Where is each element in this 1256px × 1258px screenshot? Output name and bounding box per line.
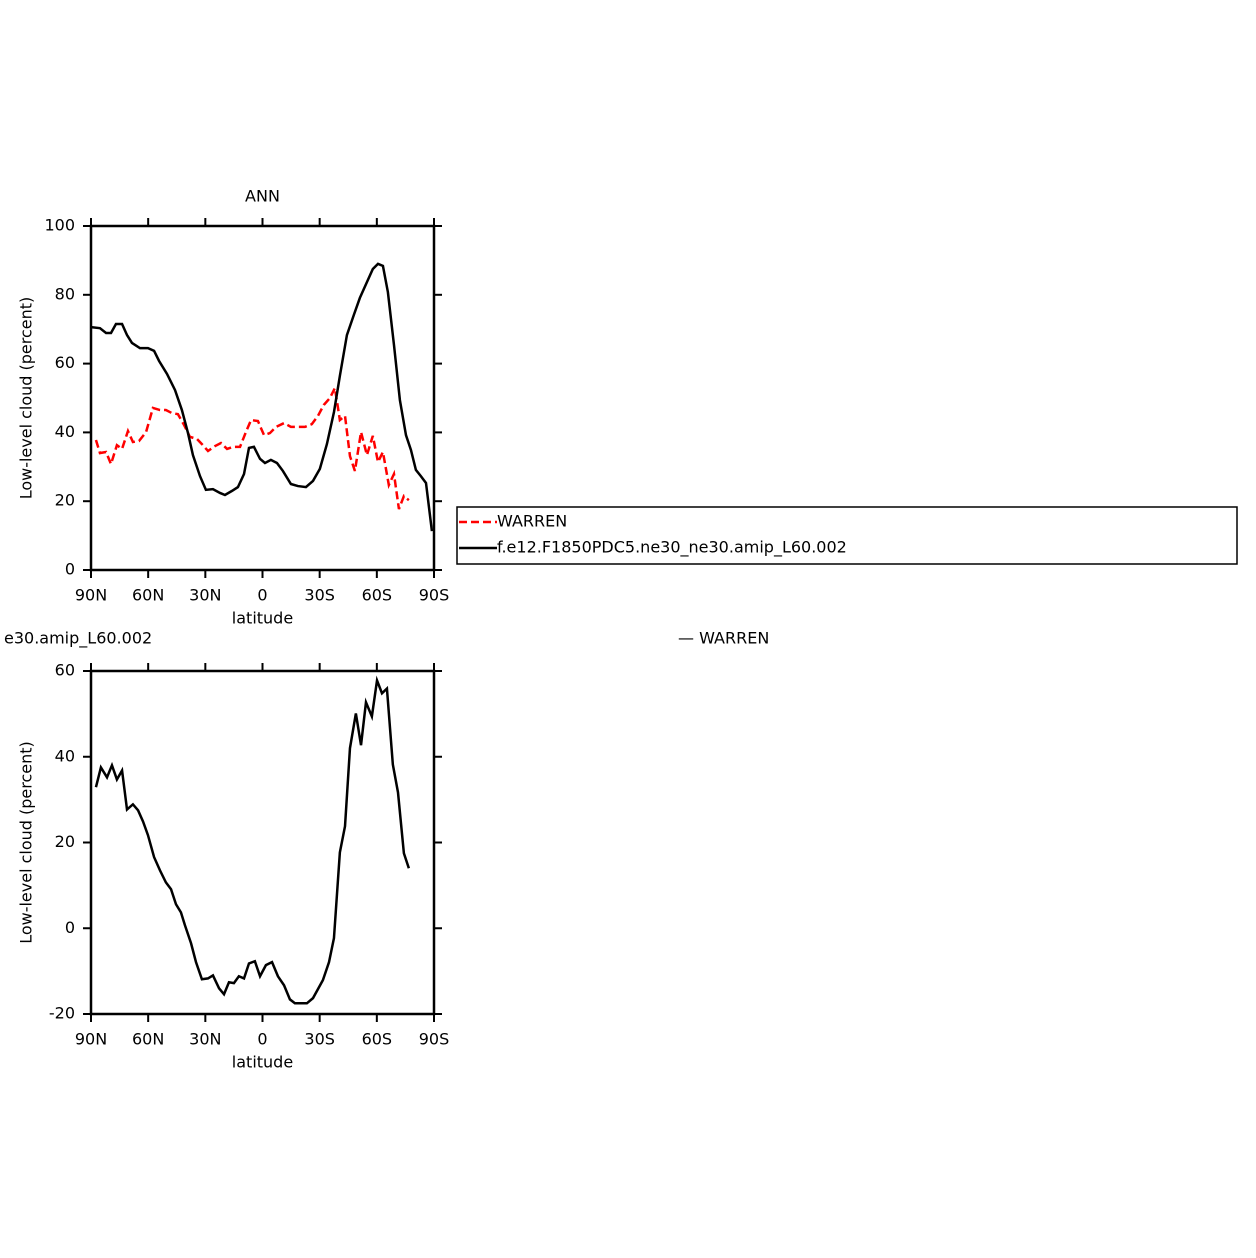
data-line xyxy=(94,675,411,1005)
x-tick-label: 0 xyxy=(257,1030,267,1049)
data-line xyxy=(94,383,410,510)
y-axis-label: Low-level cloud (percent) xyxy=(17,297,36,500)
plot-frame xyxy=(89,669,436,1016)
x-axis-label: latitude xyxy=(232,1053,293,1072)
chart-subtitle: — WARREN xyxy=(678,629,769,648)
chart: ANN latitude Low-level cloud (percent) 0 20 4… xyxy=(17,187,1238,628)
x-tick-label: 0 xyxy=(257,586,267,605)
y-tick-label: 20 xyxy=(55,832,75,851)
x-tick-label: 60N xyxy=(132,1030,164,1049)
chart-title: ANN xyxy=(245,187,280,206)
y-tick-label: 100 xyxy=(44,216,75,235)
chart-title: e30.amip_L60.002 xyxy=(4,629,152,649)
chart: e30.amip_L60.002 — WARREN latitude Low-leve… xyxy=(4,629,769,1072)
x-tick-label: 90S xyxy=(419,586,450,605)
plot-frame xyxy=(89,224,436,572)
y-axis-label: Low-level cloud (percent) xyxy=(17,741,36,944)
x-axis-label: latitude xyxy=(232,609,293,628)
x-tick-label: 60N xyxy=(132,586,164,605)
x-tick-label: 30N xyxy=(189,1030,221,1049)
y-tick-label: 60 xyxy=(55,661,75,680)
legend-label: WARREN xyxy=(497,512,567,531)
x-tick-label: 90N xyxy=(75,586,107,605)
legend-label: f.e12.F1850PDC5.ne30_ne30.amip_L60.002 xyxy=(497,538,847,558)
y-tick-label: 60 xyxy=(55,353,75,372)
x-tick-label: 90N xyxy=(75,1030,107,1049)
legend-box xyxy=(456,506,1238,565)
x-tick-label: 30S xyxy=(304,586,335,605)
y-tick-label: 20 xyxy=(55,491,75,510)
y-tick-label: -20 xyxy=(49,1004,75,1023)
x-tick-label: 30N xyxy=(189,586,221,605)
y-tick-label: 0 xyxy=(65,918,75,937)
x-tick-label: 30S xyxy=(304,1030,335,1049)
x-tick-label: 60S xyxy=(362,1030,393,1049)
x-tick-label: 90S xyxy=(419,1030,450,1049)
y-tick-label: 40 xyxy=(55,422,75,441)
y-tick-label: 80 xyxy=(55,284,75,303)
x-tick-label: 60S xyxy=(362,586,393,605)
y-tick-label: 40 xyxy=(55,746,75,765)
y-tick-label: 0 xyxy=(65,560,75,579)
data-line xyxy=(90,262,434,532)
